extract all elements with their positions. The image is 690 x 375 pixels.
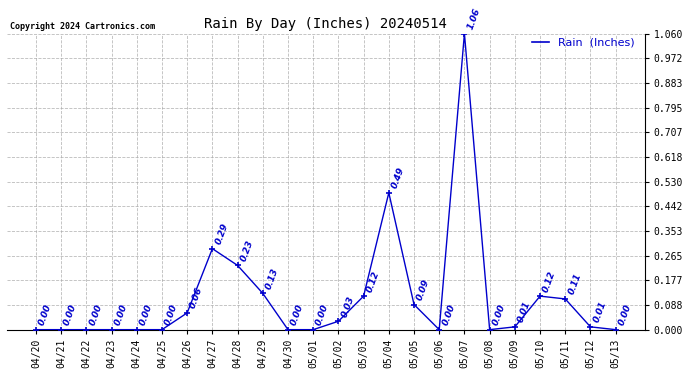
Text: 0.00: 0.00 [617, 303, 633, 327]
Text: 0.29: 0.29 [214, 222, 230, 246]
Text: 0.01: 0.01 [592, 300, 608, 324]
Text: 0.00: 0.00 [491, 303, 507, 327]
Text: Copyright 2024 Cartronics.com: Copyright 2024 Cartronics.com [10, 22, 155, 31]
Text: 0.00: 0.00 [164, 303, 179, 327]
Text: 0.00: 0.00 [63, 303, 79, 327]
Text: 0.09: 0.09 [415, 278, 431, 302]
Text: 1.06: 1.06 [466, 7, 482, 31]
Text: 0.00: 0.00 [88, 303, 103, 327]
Text: 0.12: 0.12 [542, 270, 558, 293]
Text: 0.01: 0.01 [516, 300, 532, 324]
Text: 0.49: 0.49 [391, 166, 406, 190]
Text: 0.00: 0.00 [138, 303, 154, 327]
Text: 0.06: 0.06 [188, 286, 204, 310]
Text: 0.00: 0.00 [315, 303, 331, 327]
Text: 0.03: 0.03 [339, 295, 356, 318]
Legend: Rain  (Inches): Rain (Inches) [528, 33, 639, 52]
Text: 0.23: 0.23 [239, 239, 255, 262]
Text: 0.11: 0.11 [566, 272, 582, 296]
Text: 0.00: 0.00 [441, 303, 457, 327]
Text: 0.12: 0.12 [365, 270, 381, 293]
Title: Rain By Day (Inches) 20240514: Rain By Day (Inches) 20240514 [204, 17, 447, 31]
Text: 0.00: 0.00 [37, 303, 53, 327]
Text: 0.00: 0.00 [113, 303, 129, 327]
Text: 0.13: 0.13 [264, 267, 280, 291]
Text: 0.00: 0.00 [289, 303, 306, 327]
